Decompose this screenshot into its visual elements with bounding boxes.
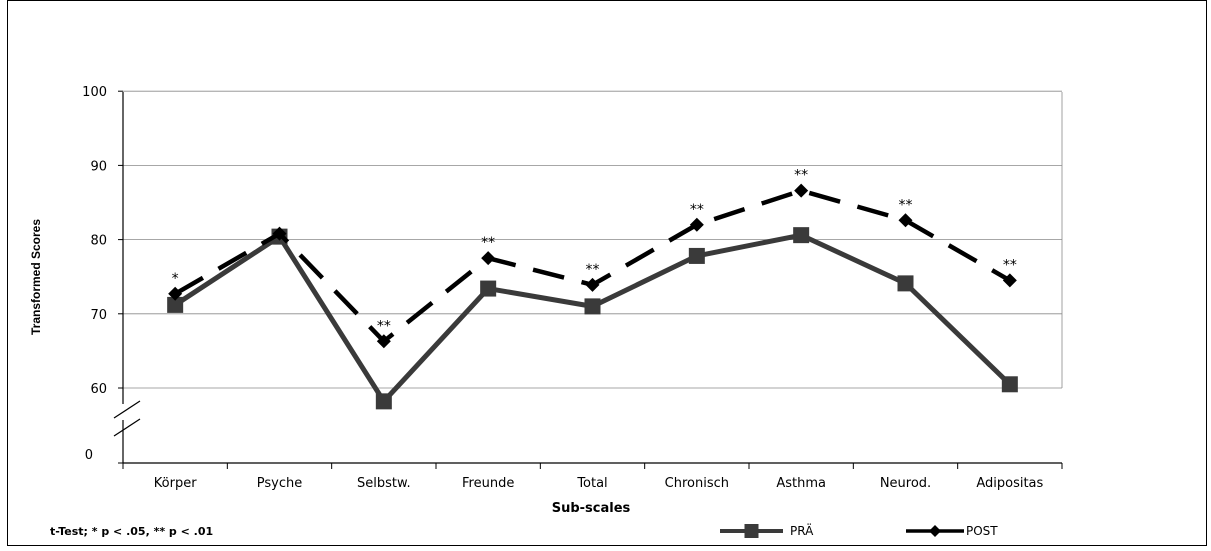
significance-marker: ** [794,168,808,184]
data-point [375,393,392,410]
y-tick-labels: 100 90 80 70 60 0 [82,85,107,463]
legend-label: POST [966,524,998,538]
significance-labels: *************** [172,168,1017,335]
data-point [585,277,600,292]
x-tick-label: Selbstw. [357,476,411,491]
data-point [898,213,913,228]
data-point [168,286,183,301]
data-point [480,280,497,297]
significance-marker: ** [481,235,495,251]
series-post [168,183,1017,349]
y-tick-label: 80 [90,234,107,249]
significance-marker: ** [690,202,704,218]
x-tick-label: Freunde [462,476,514,491]
x-axis-title: Sub-scales [552,501,631,516]
data-point [689,217,704,232]
data-point [897,275,914,292]
significance-marker: ** [377,318,391,334]
data-point [1001,376,1018,393]
legend-marker [744,524,759,538]
significance-marker: ** [899,197,913,213]
x-tick-label: Körper [154,476,197,491]
y-tick-label: 0 [85,448,93,463]
data-point [272,226,287,241]
y-axis-title: Transformed Scores [29,219,43,335]
x-tick-label: Psyche [257,476,302,491]
legend-item: POST [906,524,998,538]
data-point [167,296,184,313]
x-tick-label: Chronisch [665,476,729,491]
significance-marker: * [172,271,179,287]
data-point [688,247,705,264]
axis-break-mark [113,400,141,419]
y-tick-label: 90 [90,159,107,174]
legend-item: PRÄ [720,523,814,538]
data-point [376,334,391,349]
series-pre [167,227,1018,410]
data-point [1002,273,1017,288]
x-tick-label: Asthma [776,476,826,491]
y-tick-label: 60 [90,382,107,397]
data-point [584,298,601,315]
legend-label: PRÄ [790,523,814,538]
x-tick-label: Adipositas [976,476,1043,491]
series-line [173,232,1012,404]
gridlines [123,90,1063,389]
y-tick-label: 70 [90,308,107,323]
significance-marker: ** [1003,257,1017,273]
significance-marker: ** [586,262,600,278]
axes [113,90,1063,469]
x-tick-label: Total [576,476,607,491]
series-group [167,183,1018,410]
data-point [793,227,810,244]
x-tick-label: Neurod. [880,476,931,491]
data-point [481,251,496,266]
y-tick-label: 100 [82,85,107,100]
x-tick-labels: Körper Psyche Selbstw. Freunde Total Chronisc… [154,476,1044,491]
axis-break-mark [113,418,141,437]
significance-note: t-Test; * p < .05, ** p < .01 [50,525,213,538]
legend: PRÄ POST [720,523,998,538]
data-point [794,183,809,198]
legend-marker [929,525,941,537]
